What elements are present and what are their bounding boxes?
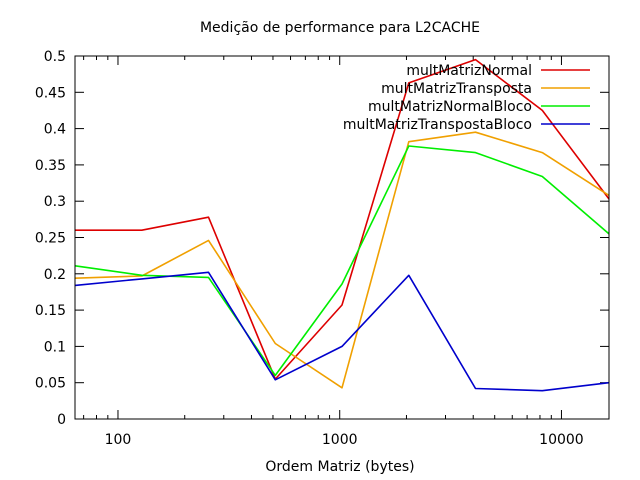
legend-label: multMatrizNormalBloco <box>368 99 532 115</box>
legend-label: multMatrizTransposta <box>381 81 532 97</box>
y-tick-label: 0 <box>57 412 66 428</box>
legend: multMatrizNormal multMatrizTransposta mult… <box>343 63 590 133</box>
y-tick-label: 0.15 <box>35 303 66 319</box>
y-tick-label: 0.05 <box>35 376 66 392</box>
series-line-multMatrizTranspostaBloco <box>74 271 610 392</box>
y-tick-label: 0.45 <box>35 85 66 101</box>
tick-layer: 0 0.05 0.1 0.15 0.2 0.25 0.3 0.35 0.4 0.45 0.5 100 1… <box>35 49 609 448</box>
y-tick-label: 0.35 <box>35 158 66 174</box>
y-tick-label: 0.25 <box>35 231 66 247</box>
x-axis-label: Ordem Matriz (bytes) <box>265 459 414 475</box>
legend-label: multMatrizTranspostaBloco <box>343 117 532 133</box>
x-tick-label: 10000 <box>539 432 584 448</box>
y-tick-label: 0.3 <box>44 194 66 210</box>
series-line-multMatrizNormalBloco <box>74 145 610 377</box>
y-tick-label: 0.1 <box>44 339 66 355</box>
y-tick-label: 0.4 <box>44 122 66 138</box>
y-tick-label: 0.5 <box>44 49 66 65</box>
x-tick-label: 100 <box>105 432 132 448</box>
series-layer <box>74 58 610 392</box>
y-tick-label: 0.2 <box>44 267 66 283</box>
series-line-multMatrizNormal <box>75 58 610 380</box>
x-tick-label: 1000 <box>322 432 358 448</box>
chart-title: Medição de performance para L2CACHE <box>200 20 480 36</box>
series-line-multMatrizTransposta <box>74 131 610 389</box>
legend-label: multMatrizNormal <box>406 63 532 79</box>
plot-frame <box>74 55 610 420</box>
